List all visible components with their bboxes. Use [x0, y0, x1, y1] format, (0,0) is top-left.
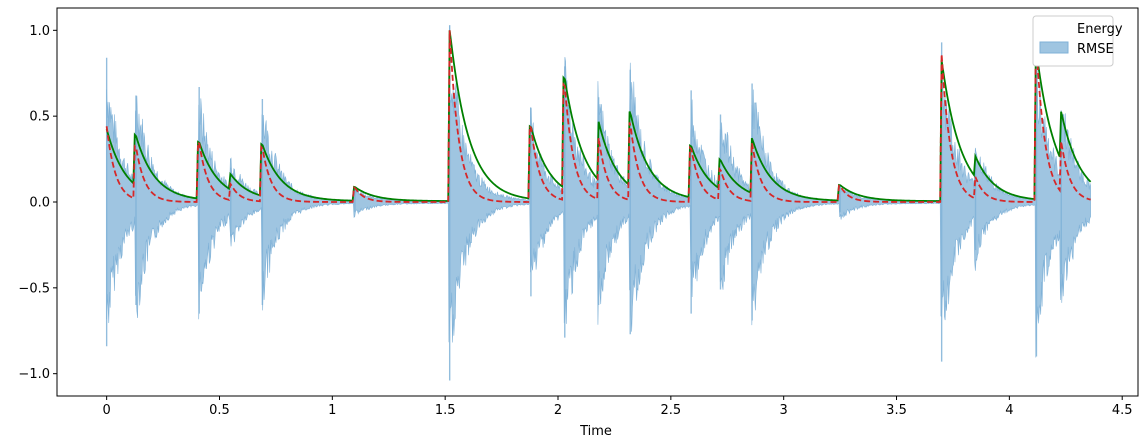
x-tick-label: 2 — [554, 403, 562, 418]
y-tick-label: −0.5 — [18, 281, 50, 296]
x-tick-label: 3 — [780, 403, 788, 418]
legend-title: Energy — [1077, 22, 1123, 37]
x-tick-label: 1 — [328, 403, 336, 418]
y-tick-label: 0.0 — [29, 196, 50, 211]
plot-area — [105, 25, 1092, 381]
legend: Energy RMSE — [1032, 15, 1123, 67]
x-tick-label: 4 — [1005, 403, 1013, 418]
x-tick-label: 2.5 — [661, 403, 682, 418]
green-energy-line — [105, 30, 1092, 202]
red-dashed-line — [105, 30, 1091, 203]
x-tick-label: 3.5 — [886, 403, 907, 418]
legend-label-rmse: RMSE — [1077, 42, 1114, 57]
y-tick-label: −1.0 — [18, 367, 50, 382]
y-tick-label: 0.5 — [29, 110, 50, 125]
x-tick-label: 1.5 — [435, 403, 456, 418]
y-tick-label: 1.0 — [29, 24, 50, 39]
x-axis-label: Time — [579, 424, 612, 439]
x-tick-label: 4.5 — [1112, 403, 1133, 418]
x-tick-label: 0.5 — [209, 403, 230, 418]
legend-swatch-rmse — [1039, 41, 1069, 54]
x-tick-label: 0 — [103, 403, 111, 418]
axes: 0 0.5 1 1.5 2 2.5 3 3.5 4 4.5 −1.0 −0.5 0.0 0.5 1.0 — [18, 7, 1139, 418]
